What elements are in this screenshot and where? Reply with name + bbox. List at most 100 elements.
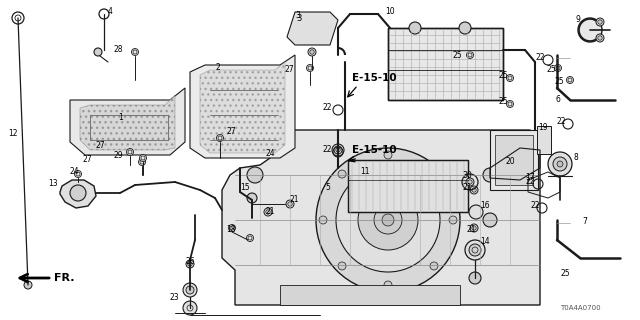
- Bar: [280, 285, 460, 305]
- Text: 25: 25: [561, 269, 570, 278]
- Bar: [388, 28, 503, 100]
- Circle shape: [506, 100, 513, 108]
- Text: 28: 28: [114, 45, 124, 54]
- Text: 22: 22: [536, 53, 545, 62]
- Circle shape: [12, 12, 24, 24]
- Text: 11: 11: [360, 167, 369, 177]
- Polygon shape: [60, 180, 96, 208]
- Circle shape: [470, 224, 478, 232]
- Circle shape: [266, 210, 270, 214]
- Text: 25: 25: [499, 71, 508, 81]
- Text: 10: 10: [385, 7, 395, 17]
- Circle shape: [216, 134, 223, 141]
- Circle shape: [188, 262, 192, 266]
- Circle shape: [596, 18, 604, 26]
- Circle shape: [598, 36, 602, 40]
- Text: 21: 21: [467, 226, 476, 235]
- Circle shape: [186, 286, 194, 294]
- Circle shape: [409, 22, 421, 34]
- Bar: [490, 130, 538, 190]
- Circle shape: [472, 188, 476, 192]
- Text: 24: 24: [70, 167, 79, 177]
- Text: 5: 5: [325, 183, 330, 193]
- Circle shape: [186, 260, 194, 268]
- Polygon shape: [70, 88, 185, 155]
- Text: 21: 21: [290, 196, 300, 204]
- Bar: [348, 160, 468, 212]
- Text: 8: 8: [574, 154, 579, 163]
- Text: 25: 25: [452, 52, 462, 60]
- Circle shape: [469, 244, 481, 256]
- Circle shape: [127, 148, 134, 156]
- Text: 3: 3: [295, 11, 300, 20]
- Text: 13: 13: [48, 180, 58, 188]
- Circle shape: [286, 200, 294, 208]
- Circle shape: [307, 65, 314, 71]
- Circle shape: [264, 208, 272, 216]
- Circle shape: [247, 193, 257, 203]
- Circle shape: [246, 235, 253, 242]
- Text: 27: 27: [227, 127, 236, 137]
- Text: 27: 27: [284, 66, 294, 75]
- Text: 21: 21: [463, 183, 472, 193]
- Circle shape: [247, 167, 263, 183]
- Polygon shape: [222, 130, 540, 305]
- Text: 29: 29: [114, 151, 124, 161]
- Circle shape: [99, 9, 109, 19]
- Polygon shape: [287, 12, 338, 45]
- Circle shape: [430, 262, 438, 270]
- Text: 6: 6: [555, 95, 560, 105]
- Circle shape: [506, 75, 513, 82]
- Text: 20: 20: [505, 157, 515, 166]
- Circle shape: [24, 281, 32, 289]
- Text: 22: 22: [531, 202, 540, 211]
- Text: 16: 16: [480, 202, 490, 211]
- Text: 12: 12: [8, 130, 17, 139]
- Circle shape: [470, 186, 478, 194]
- Circle shape: [334, 146, 342, 154]
- Text: 30: 30: [462, 172, 472, 180]
- Circle shape: [131, 49, 138, 55]
- Circle shape: [183, 301, 197, 315]
- Circle shape: [384, 151, 392, 159]
- Text: 22: 22: [525, 178, 535, 187]
- Circle shape: [554, 65, 561, 71]
- Circle shape: [140, 155, 147, 162]
- Text: 24: 24: [265, 149, 275, 158]
- Text: 17: 17: [525, 173, 534, 182]
- Text: 25: 25: [499, 98, 508, 107]
- Text: T0A4A0700: T0A4A0700: [560, 305, 600, 311]
- Circle shape: [467, 52, 474, 59]
- Circle shape: [483, 168, 497, 182]
- Text: FR.: FR.: [54, 273, 74, 283]
- Circle shape: [336, 148, 340, 152]
- Text: 21: 21: [265, 207, 275, 217]
- Circle shape: [316, 148, 460, 292]
- Circle shape: [483, 213, 497, 227]
- Circle shape: [183, 283, 197, 297]
- Text: 9: 9: [575, 15, 580, 25]
- Circle shape: [430, 170, 438, 178]
- Circle shape: [466, 178, 474, 186]
- Text: 23: 23: [170, 293, 180, 302]
- Bar: [495, 135, 533, 185]
- Circle shape: [472, 226, 476, 230]
- Polygon shape: [80, 95, 175, 150]
- Circle shape: [557, 161, 563, 167]
- Text: 18: 18: [226, 226, 236, 235]
- Circle shape: [596, 34, 604, 42]
- Text: 27: 27: [83, 156, 92, 164]
- Circle shape: [308, 48, 316, 56]
- Text: 27: 27: [95, 140, 105, 149]
- Circle shape: [468, 180, 472, 184]
- Bar: [537, 126, 551, 154]
- Text: 14: 14: [480, 237, 490, 246]
- Text: 26: 26: [185, 258, 195, 267]
- Circle shape: [382, 214, 394, 226]
- Circle shape: [228, 225, 236, 231]
- Circle shape: [598, 20, 602, 24]
- Circle shape: [553, 157, 567, 171]
- Circle shape: [384, 281, 392, 289]
- Polygon shape: [200, 62, 285, 153]
- Text: 22: 22: [323, 146, 332, 155]
